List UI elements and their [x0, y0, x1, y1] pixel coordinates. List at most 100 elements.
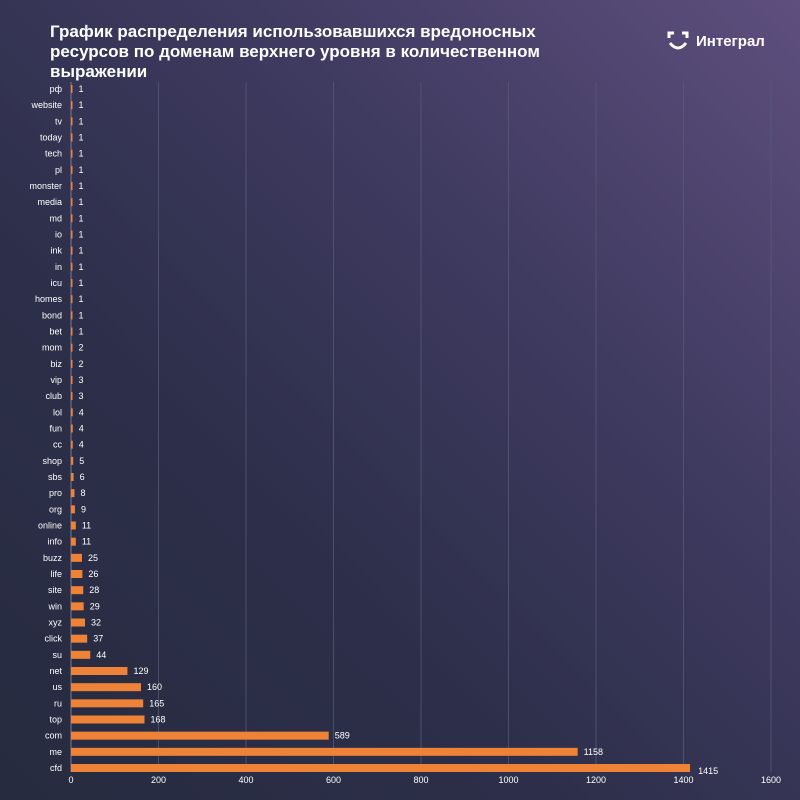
category-label: com	[45, 731, 62, 741]
brand-logo: Интеграл	[666, 28, 765, 54]
category-label: pl	[55, 165, 62, 175]
value-label: 1	[79, 278, 84, 288]
category-label: io	[55, 230, 62, 240]
category-label: biz	[50, 359, 62, 369]
value-label: 4	[79, 407, 84, 417]
category-label: tv	[55, 116, 63, 126]
bar	[71, 214, 73, 223]
category-label: org	[49, 504, 62, 514]
bar	[71, 246, 73, 255]
value-label: 168	[151, 715, 166, 725]
bar	[71, 537, 76, 546]
category-label: us	[52, 682, 62, 692]
bar	[71, 521, 76, 530]
value-label: 9	[81, 504, 86, 514]
bar	[71, 634, 88, 643]
bar	[71, 311, 73, 320]
bar	[71, 376, 73, 384]
bar	[71, 101, 73, 110]
category-label: net	[49, 666, 62, 676]
value-label: 3	[79, 391, 84, 401]
x-tick-label: 1200	[586, 775, 606, 785]
x-tick-label: 400	[238, 775, 253, 785]
category-label: lol	[53, 407, 62, 417]
category-label: bond	[42, 310, 62, 320]
value-label: 1	[79, 294, 84, 304]
value-label: 8	[81, 488, 86, 498]
category-label: xyz	[49, 618, 63, 628]
bar	[71, 165, 73, 174]
bar	[71, 618, 85, 627]
bar	[71, 182, 73, 190]
value-label: 37	[93, 634, 103, 644]
value-label: 1	[79, 230, 84, 240]
value-label: 1	[79, 310, 84, 320]
value-label: 1415	[698, 766, 718, 776]
bar	[71, 602, 84, 611]
category-label: ru	[54, 698, 62, 708]
x-tick-label: 1400	[673, 775, 693, 785]
value-label: 1	[79, 246, 84, 256]
value-label: 5	[79, 456, 84, 466]
category-label: site	[48, 585, 62, 595]
value-label: 165	[149, 698, 164, 708]
category-label: su	[52, 650, 62, 660]
category-label: info	[47, 537, 62, 547]
category-label: ink	[50, 246, 62, 256]
bar	[71, 473, 74, 481]
category-label: sbs	[48, 472, 63, 482]
bar	[71, 424, 73, 433]
value-label: 32	[91, 618, 101, 628]
value-label: 1	[79, 149, 84, 159]
bar	[71, 715, 145, 724]
bar	[71, 85, 73, 93]
bar	[71, 343, 73, 352]
x-tick-label: 1600	[761, 775, 781, 785]
bar	[71, 553, 82, 562]
category-label: mom	[42, 343, 62, 353]
bar	[71, 764, 691, 772]
chart-title: График распределения использовавшихся вр…	[50, 22, 540, 81]
bar	[71, 117, 73, 126]
bar	[71, 230, 73, 239]
bar	[71, 747, 578, 756]
bar	[71, 198, 73, 207]
x-tick-label: 0	[68, 775, 73, 785]
category-label: buzz	[43, 553, 63, 563]
category-label: tech	[45, 149, 62, 159]
value-label: 4	[79, 440, 84, 450]
x-tick-label: 1000	[498, 775, 518, 785]
value-label: 2	[79, 359, 84, 369]
category-label: today	[40, 133, 63, 143]
bar	[71, 327, 73, 336]
category-label: media	[37, 197, 62, 207]
value-label: 2	[79, 343, 84, 353]
value-label: 26	[88, 569, 98, 579]
category-label: icu	[50, 278, 62, 288]
bar	[71, 505, 75, 514]
value-label: 1	[79, 262, 84, 272]
category-label: in	[55, 262, 62, 272]
value-label: 4	[79, 424, 84, 434]
bar	[71, 295, 73, 304]
bar	[71, 699, 144, 708]
value-label: 1	[79, 84, 84, 94]
bar	[71, 279, 73, 287]
value-label: 29	[90, 601, 100, 611]
integral-logo-icon	[667, 31, 689, 50]
bar	[71, 149, 73, 158]
bar	[71, 489, 75, 498]
value-label: 44	[96, 650, 106, 660]
x-tick-label: 800	[413, 775, 428, 785]
value-label: 1	[79, 116, 84, 126]
bar	[71, 359, 73, 368]
value-label: 1	[79, 213, 84, 223]
category-label: рф	[50, 84, 63, 94]
value-label: 3	[79, 375, 84, 385]
bar	[71, 440, 73, 449]
bar	[71, 408, 73, 417]
category-label: pro	[49, 488, 62, 498]
category-label: top	[49, 715, 62, 725]
category-label: win	[47, 601, 62, 611]
category-label: life	[50, 569, 62, 579]
